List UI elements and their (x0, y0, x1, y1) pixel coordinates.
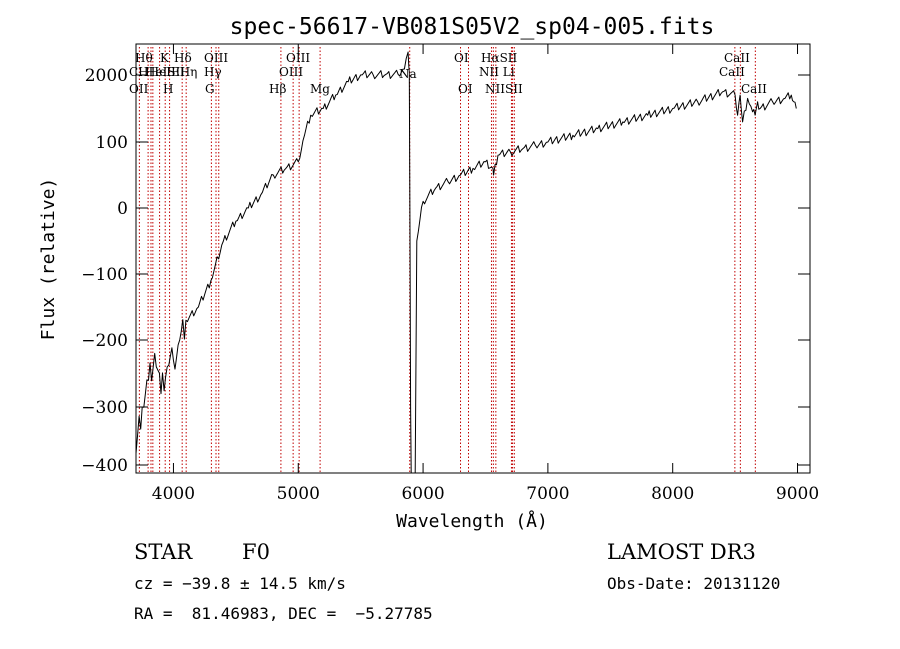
line-label-16: OI (458, 82, 473, 96)
line-label-13: Mg (310, 82, 330, 96)
line-label-4: H (163, 82, 173, 96)
obs-date: Obs-Date: 20131120 (607, 574, 781, 593)
y-axis-ticks: −400 −300 −200 −100 0 100 2000 (81, 66, 810, 476)
line-label-17: HαSII (481, 51, 518, 65)
line-label-10: Hβ (269, 82, 286, 96)
line-label-5: HeISII (145, 65, 185, 79)
line-label-3: K (160, 51, 170, 65)
x-axis-ticks: 4000 5000 6000 7000 8000 9000 (152, 44, 819, 504)
line-label-7: G (205, 82, 215, 96)
x-tick-label-2: 6000 (401, 484, 444, 504)
line-label-8: OIII (204, 51, 228, 65)
line-label-18: NII Li (479, 65, 515, 79)
line-label-15: OI (454, 51, 469, 65)
line-label-11: OIII (286, 51, 310, 65)
chart-title: spec-56617-VB081S05V2_sp04-005.fits (230, 14, 715, 40)
y-tick-label-4: 0 (117, 199, 128, 219)
x-tick-label-5: 9000 (776, 484, 819, 504)
series-flux-line (135, 51, 797, 474)
line-label-21: CaII (719, 65, 745, 79)
y-tick-label-1: −300 (81, 398, 128, 418)
y-axis-label: Flux (relative) (38, 178, 59, 341)
x-tick-label-1: 5000 (277, 484, 320, 504)
flux-series (135, 51, 797, 474)
line-label-20: CaII (724, 51, 750, 65)
line-label-0: Hθ (135, 51, 153, 65)
spectral-line-labels: HθCHHeIEHηOIIKHHeISIIHδGOIIIHγHβOIIIOIII… (129, 51, 767, 96)
object-class: STAR (134, 540, 193, 564)
y-tick-label-2: −200 (81, 331, 128, 351)
line-label-12: OIII (279, 65, 303, 79)
redshift-cz: cz = −39.8 ± 14.5 km/s (134, 574, 346, 593)
x-tick-label-0: 4000 (152, 484, 195, 504)
y-tick-label-6: 2000 (85, 66, 128, 86)
line-label-19: NIISII (485, 82, 523, 96)
line-label-6: Hδ (174, 51, 192, 65)
line-label-22: CaII (741, 82, 767, 96)
x-axis-label: Wavelength (Å) (396, 510, 548, 532)
object-subclass: F0 (242, 540, 270, 564)
line-label-9: Hγ (204, 65, 222, 79)
coordinates: RA = 81.46983, DEC = −5.27785 (134, 604, 433, 623)
x-tick-label-3: 7000 (526, 484, 569, 504)
y-tick-label-3: −100 (81, 265, 128, 285)
line-label-2: OII (129, 82, 149, 96)
y-tick-label-0: −400 (81, 456, 128, 476)
x-tick-label-4: 8000 (651, 484, 694, 504)
plot-frame (135, 43, 811, 474)
survey-name: LAMOST DR3 (607, 540, 756, 564)
line-label-14: Na (399, 67, 417, 81)
y-tick-label-5: 100 (96, 133, 128, 153)
